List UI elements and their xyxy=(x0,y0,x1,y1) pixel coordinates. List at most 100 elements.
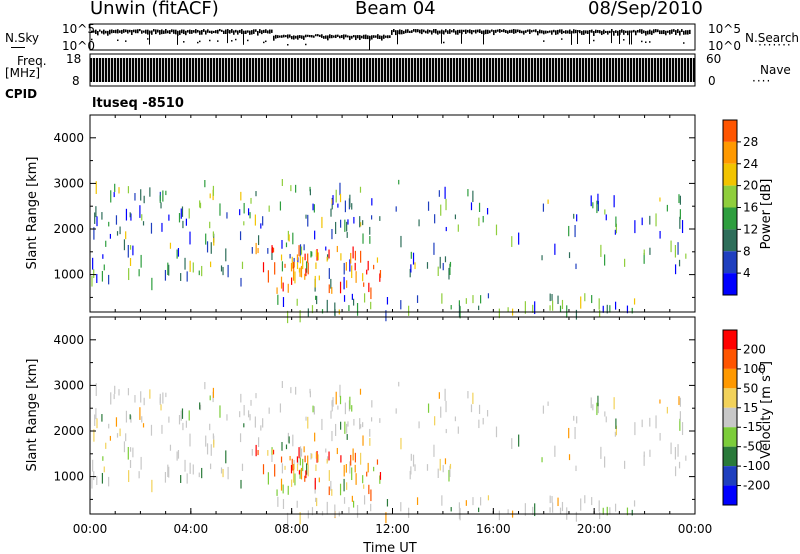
noise-bar xyxy=(319,34,321,37)
velocity-cell xyxy=(346,423,348,434)
freq-gap xyxy=(455,58,456,82)
power-cell xyxy=(280,254,283,261)
power-cell xyxy=(318,275,320,281)
noise-bar xyxy=(203,29,205,32)
noise-bar xyxy=(581,30,583,35)
power-colorbar-swatch xyxy=(723,163,737,186)
power-cell xyxy=(110,190,112,203)
velocity-cell xyxy=(105,442,107,449)
velocity-cell xyxy=(559,507,562,515)
freq-gap xyxy=(269,58,270,82)
power-cell xyxy=(573,213,575,219)
power-cell xyxy=(598,298,600,310)
power-cell xyxy=(188,208,190,219)
velocity-cell xyxy=(311,453,313,459)
velocity-cell xyxy=(209,395,211,401)
velocity-cell xyxy=(400,502,402,512)
freq-gap xyxy=(536,58,537,82)
power-cell xyxy=(101,212,103,220)
power-cell xyxy=(176,249,178,259)
velocity-cell xyxy=(178,415,181,425)
noise-bar xyxy=(105,30,107,34)
power-cell xyxy=(448,267,450,280)
freq-gap xyxy=(215,58,216,82)
power-cell xyxy=(604,254,606,266)
freq-gap xyxy=(620,58,621,82)
power-cell xyxy=(674,264,677,275)
velocity-cell xyxy=(449,463,452,469)
noise-bar xyxy=(559,29,561,33)
noise-spike xyxy=(631,30,632,45)
noise-bar xyxy=(271,29,273,33)
velocity-cell xyxy=(271,448,274,455)
power-cell xyxy=(339,193,342,203)
velocity-cell xyxy=(287,485,289,495)
noise-bar xyxy=(151,30,153,35)
noise-bar xyxy=(93,30,95,33)
velocity-cell xyxy=(633,500,636,507)
power-cell xyxy=(240,277,242,287)
noise-bar xyxy=(209,30,211,34)
noise-dot xyxy=(641,40,643,43)
power-cell xyxy=(294,271,296,284)
freq-gap xyxy=(482,58,483,82)
power-cell xyxy=(359,186,362,193)
freq-gap xyxy=(254,58,255,82)
power-cell xyxy=(185,218,187,226)
noise-bar xyxy=(675,30,677,36)
velocity-cell xyxy=(518,434,520,447)
power-cell xyxy=(340,219,342,228)
power-cell xyxy=(337,203,339,208)
velocity-cell xyxy=(379,418,381,423)
power-cell xyxy=(307,214,309,227)
noise-bar xyxy=(361,35,363,39)
power-cell xyxy=(220,265,223,272)
power-cell xyxy=(454,214,457,220)
power-cell xyxy=(125,231,127,240)
velocity-cell xyxy=(222,468,224,478)
noise-bar xyxy=(427,29,429,34)
velocity-cell xyxy=(602,507,604,515)
noise-bar xyxy=(377,34,379,39)
power-colorbar-swatch xyxy=(723,251,737,274)
velocity-cell xyxy=(591,497,593,506)
power-cell xyxy=(328,284,330,294)
power-cell xyxy=(400,235,402,248)
power-cell xyxy=(130,213,132,221)
power-cell xyxy=(584,293,586,302)
freq-right-tick-bottom: 0 xyxy=(708,74,716,88)
freq-gap xyxy=(446,58,447,82)
velocity-colorbar-tick-label: 15 xyxy=(743,401,758,415)
velocity-cell xyxy=(210,444,212,456)
velocity-cell xyxy=(410,453,412,461)
freq-frame xyxy=(89,53,696,87)
velocity-cell xyxy=(328,486,330,496)
velocity-cell xyxy=(281,381,283,388)
power-cell xyxy=(599,310,601,318)
freq-gap xyxy=(425,58,426,82)
freq-gap xyxy=(545,58,546,82)
freq-gap xyxy=(494,58,495,82)
power-cell xyxy=(307,253,309,264)
velocity-cell xyxy=(631,509,633,516)
noise-bar xyxy=(131,30,133,35)
date-title: 08/Sep/2010 xyxy=(588,0,703,19)
power-cell xyxy=(303,244,305,251)
freq-gap xyxy=(524,58,525,82)
freq-gap xyxy=(650,58,651,82)
power-cell xyxy=(160,202,162,209)
noise-bar xyxy=(221,29,223,32)
noise-bar xyxy=(137,29,139,34)
velocity-cell xyxy=(437,468,439,479)
noise-bar xyxy=(585,30,587,34)
power-cell xyxy=(227,264,229,278)
freq-gap xyxy=(200,58,201,82)
power-cell xyxy=(439,256,441,269)
noise-bar xyxy=(495,29,497,33)
velocity-cell xyxy=(313,406,315,415)
noise-bar xyxy=(435,29,437,34)
freq-gap xyxy=(212,58,213,82)
velocity-cell xyxy=(478,419,480,429)
power-cell xyxy=(168,214,170,221)
velocity-cell xyxy=(239,411,241,418)
